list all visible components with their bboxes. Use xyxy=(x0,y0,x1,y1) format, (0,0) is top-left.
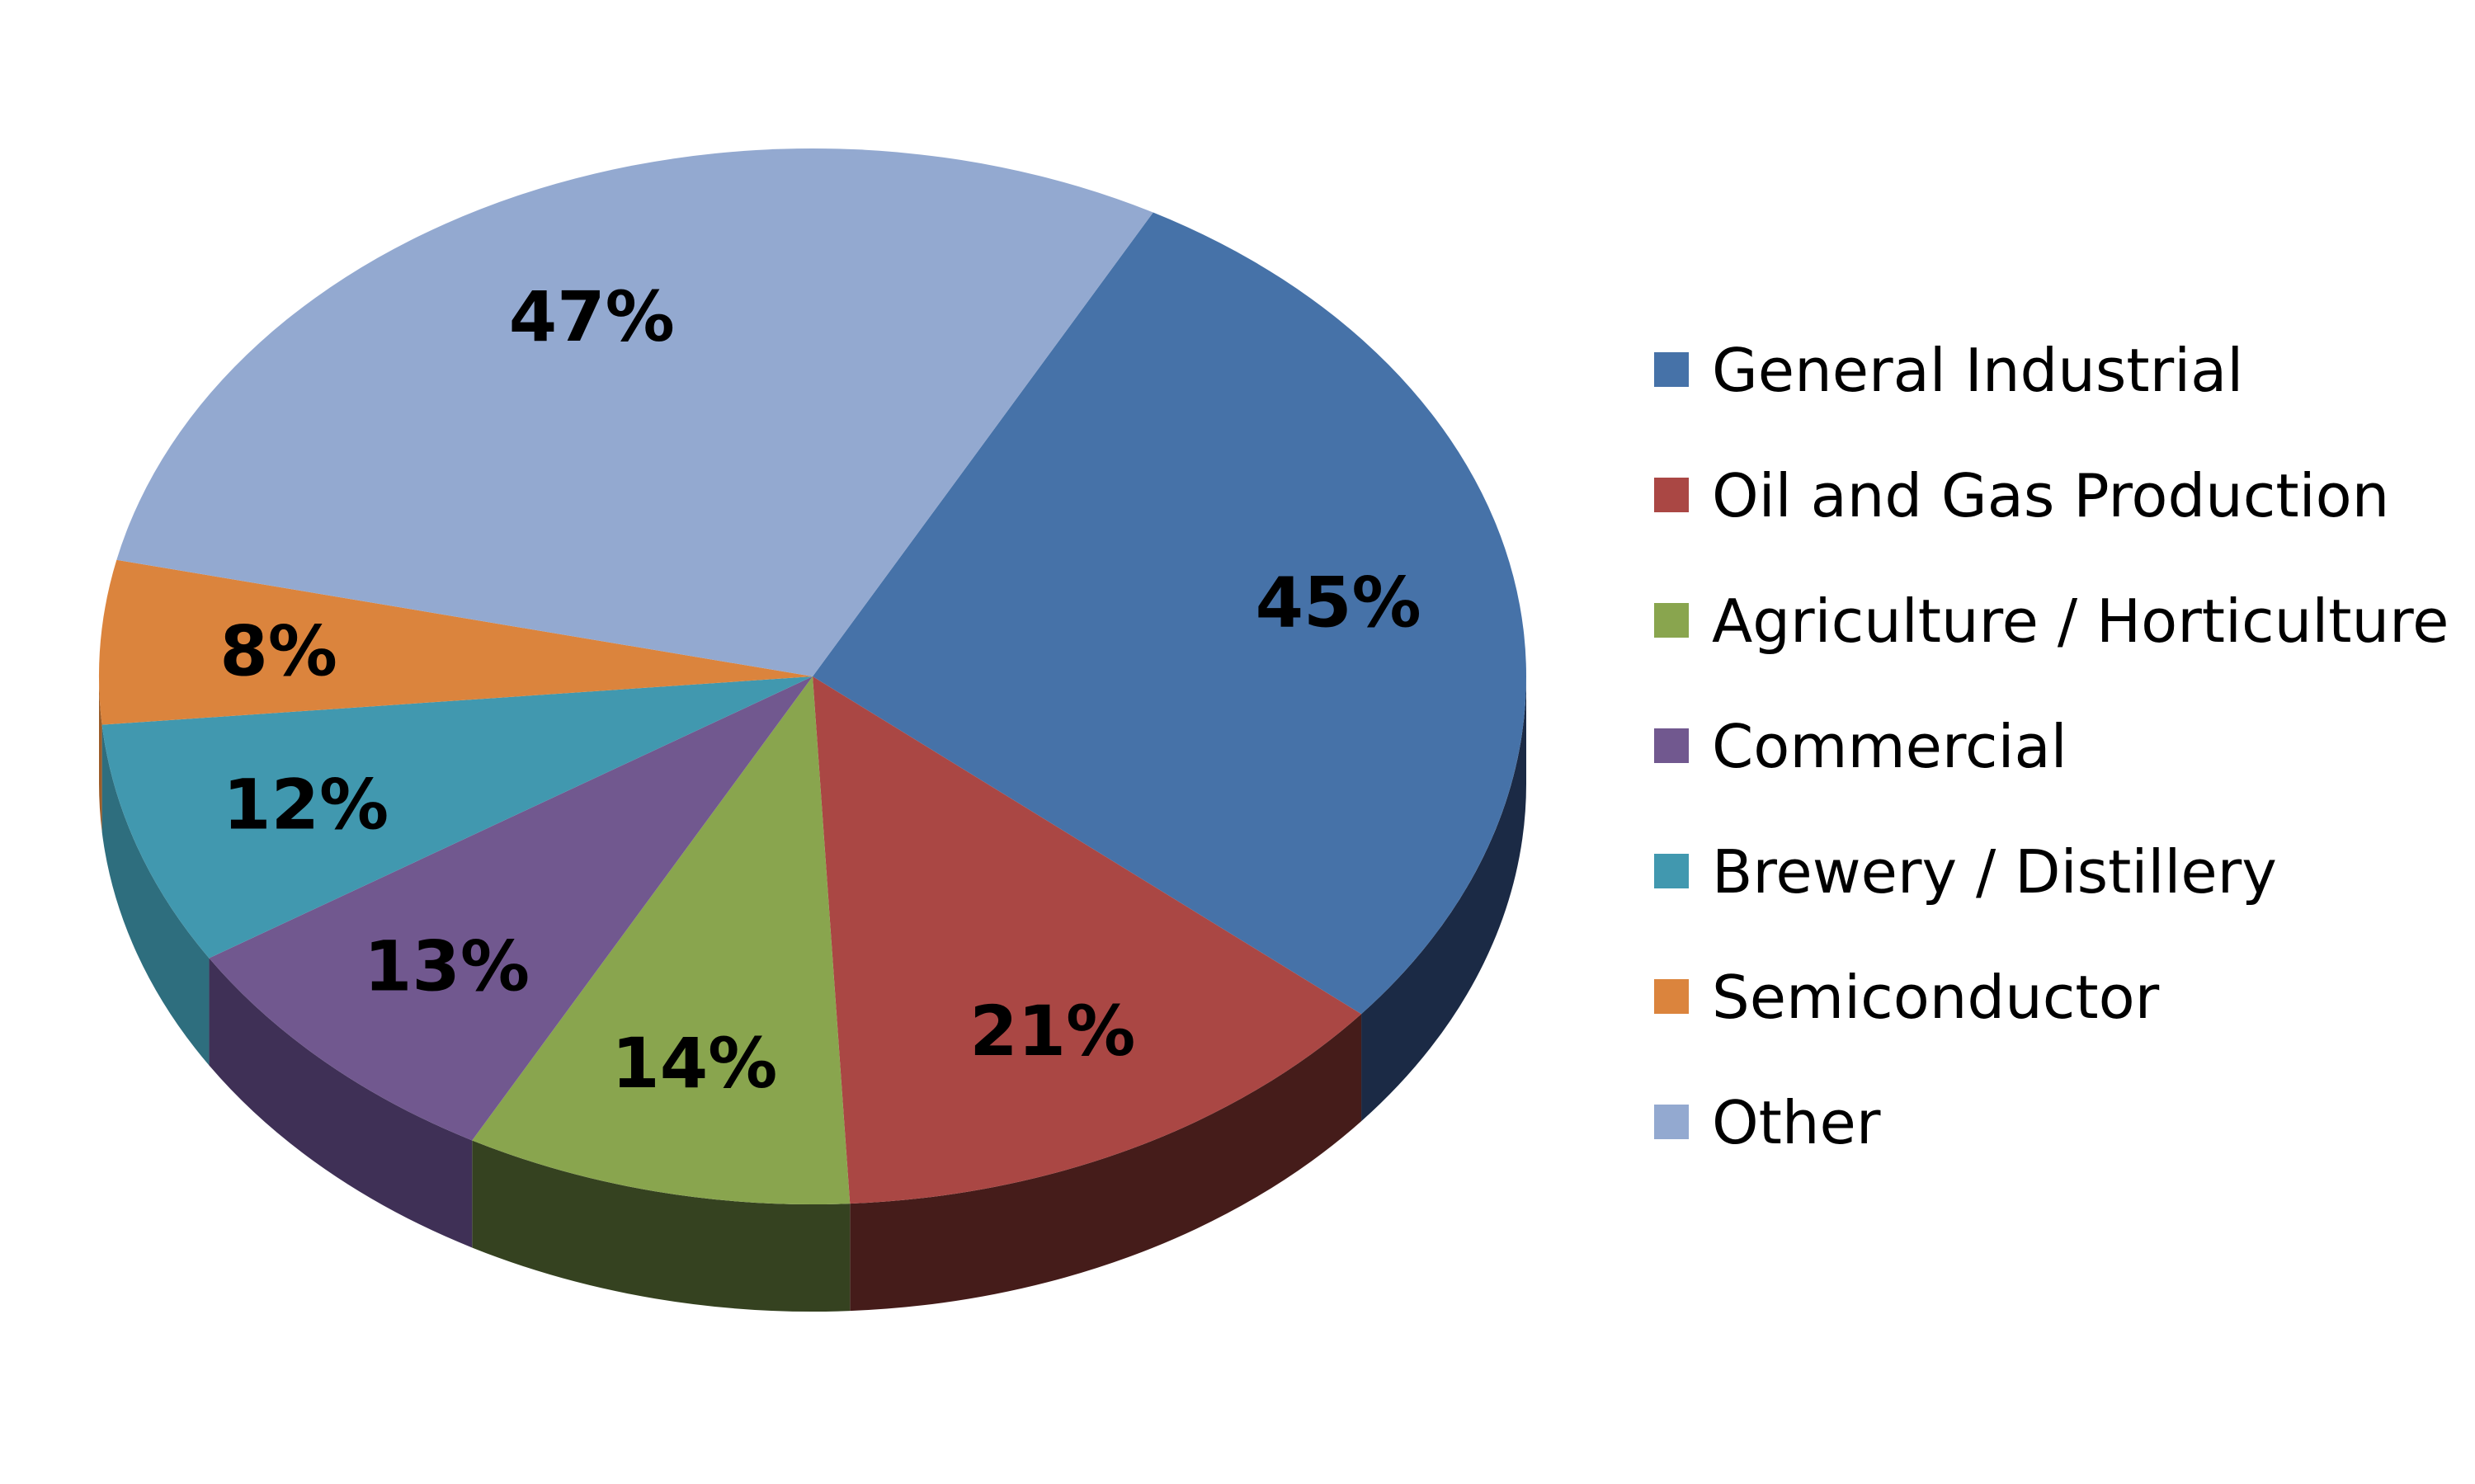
pie-slice-general-industrial xyxy=(813,212,1526,1015)
data-label-semiconductor: 8% xyxy=(219,611,337,692)
pie-slice-agriculture-horticulture xyxy=(472,676,851,1204)
pie-side-brewery-distillery xyxy=(101,724,210,1066)
pie-top xyxy=(99,148,1526,1204)
legend-item-brewery-distillery: Brewery / Distillery xyxy=(1654,837,2277,907)
legend-swatch xyxy=(1654,1105,1689,1139)
pie-slice-brewery-distillery xyxy=(101,676,813,959)
pie-side-agriculture-horticulture xyxy=(472,1140,851,1312)
legend-item-commercial: Commercial xyxy=(1654,712,2067,781)
legend-swatch xyxy=(1654,603,1689,638)
pie-slice-other xyxy=(116,148,1153,676)
data-label-commercial: 13% xyxy=(364,926,530,1006)
pie-side-commercial xyxy=(209,958,473,1248)
legend-swatch xyxy=(1654,478,1689,512)
pie-side-semiconductor xyxy=(99,676,102,832)
legend-item-agriculture-horticulture: Agriculture / Horticulture xyxy=(1654,587,2449,656)
legend-swatch xyxy=(1654,854,1689,888)
pie-side-general-industrial xyxy=(1361,676,1526,1122)
pie-slice-oil-and-gas-production xyxy=(813,676,1362,1204)
data-label-brewery-distillery: 12% xyxy=(223,764,389,845)
pie-data-labels: 45% 21% 14% 13% 12% 8% 47% xyxy=(219,276,1421,1104)
pie-sides xyxy=(99,676,1526,1312)
data-label-general-industrial: 45% xyxy=(1256,562,1421,643)
data-label-oil-and-gas-production: 21% xyxy=(969,991,1135,1072)
pie-side-oil-and-gas-production xyxy=(850,1014,1362,1312)
legend-label: General Industrial xyxy=(1712,336,2243,405)
legend-swatch xyxy=(1654,728,1689,763)
legend: General Industrial Oil and Gas Production… xyxy=(1654,336,2449,1157)
legend-label: Agriculture / Horticulture xyxy=(1712,587,2449,656)
data-label-other: 47% xyxy=(509,276,675,357)
legend-item-other: Other xyxy=(1654,1088,1881,1157)
legend-swatch xyxy=(1654,979,1689,1014)
pie-slice-commercial xyxy=(209,676,813,1141)
legend-swatch xyxy=(1654,352,1689,387)
legend-label: Other xyxy=(1712,1088,1881,1157)
legend-item-oil-and-gas-production: Oil and Gas Production xyxy=(1654,461,2389,530)
legend-item-general-industrial: General Industrial xyxy=(1654,336,2243,405)
legend-item-semiconductor: Semiconductor xyxy=(1654,963,2160,1032)
legend-label: Brewery / Distillery xyxy=(1712,837,2277,907)
data-label-agriculture-horticulture: 14% xyxy=(611,1023,777,1104)
pie-slice-semiconductor xyxy=(99,559,813,725)
legend-label: Semiconductor xyxy=(1712,963,2160,1032)
legend-label: Commercial xyxy=(1712,712,2067,781)
legend-label: Oil and Gas Production xyxy=(1712,461,2389,530)
